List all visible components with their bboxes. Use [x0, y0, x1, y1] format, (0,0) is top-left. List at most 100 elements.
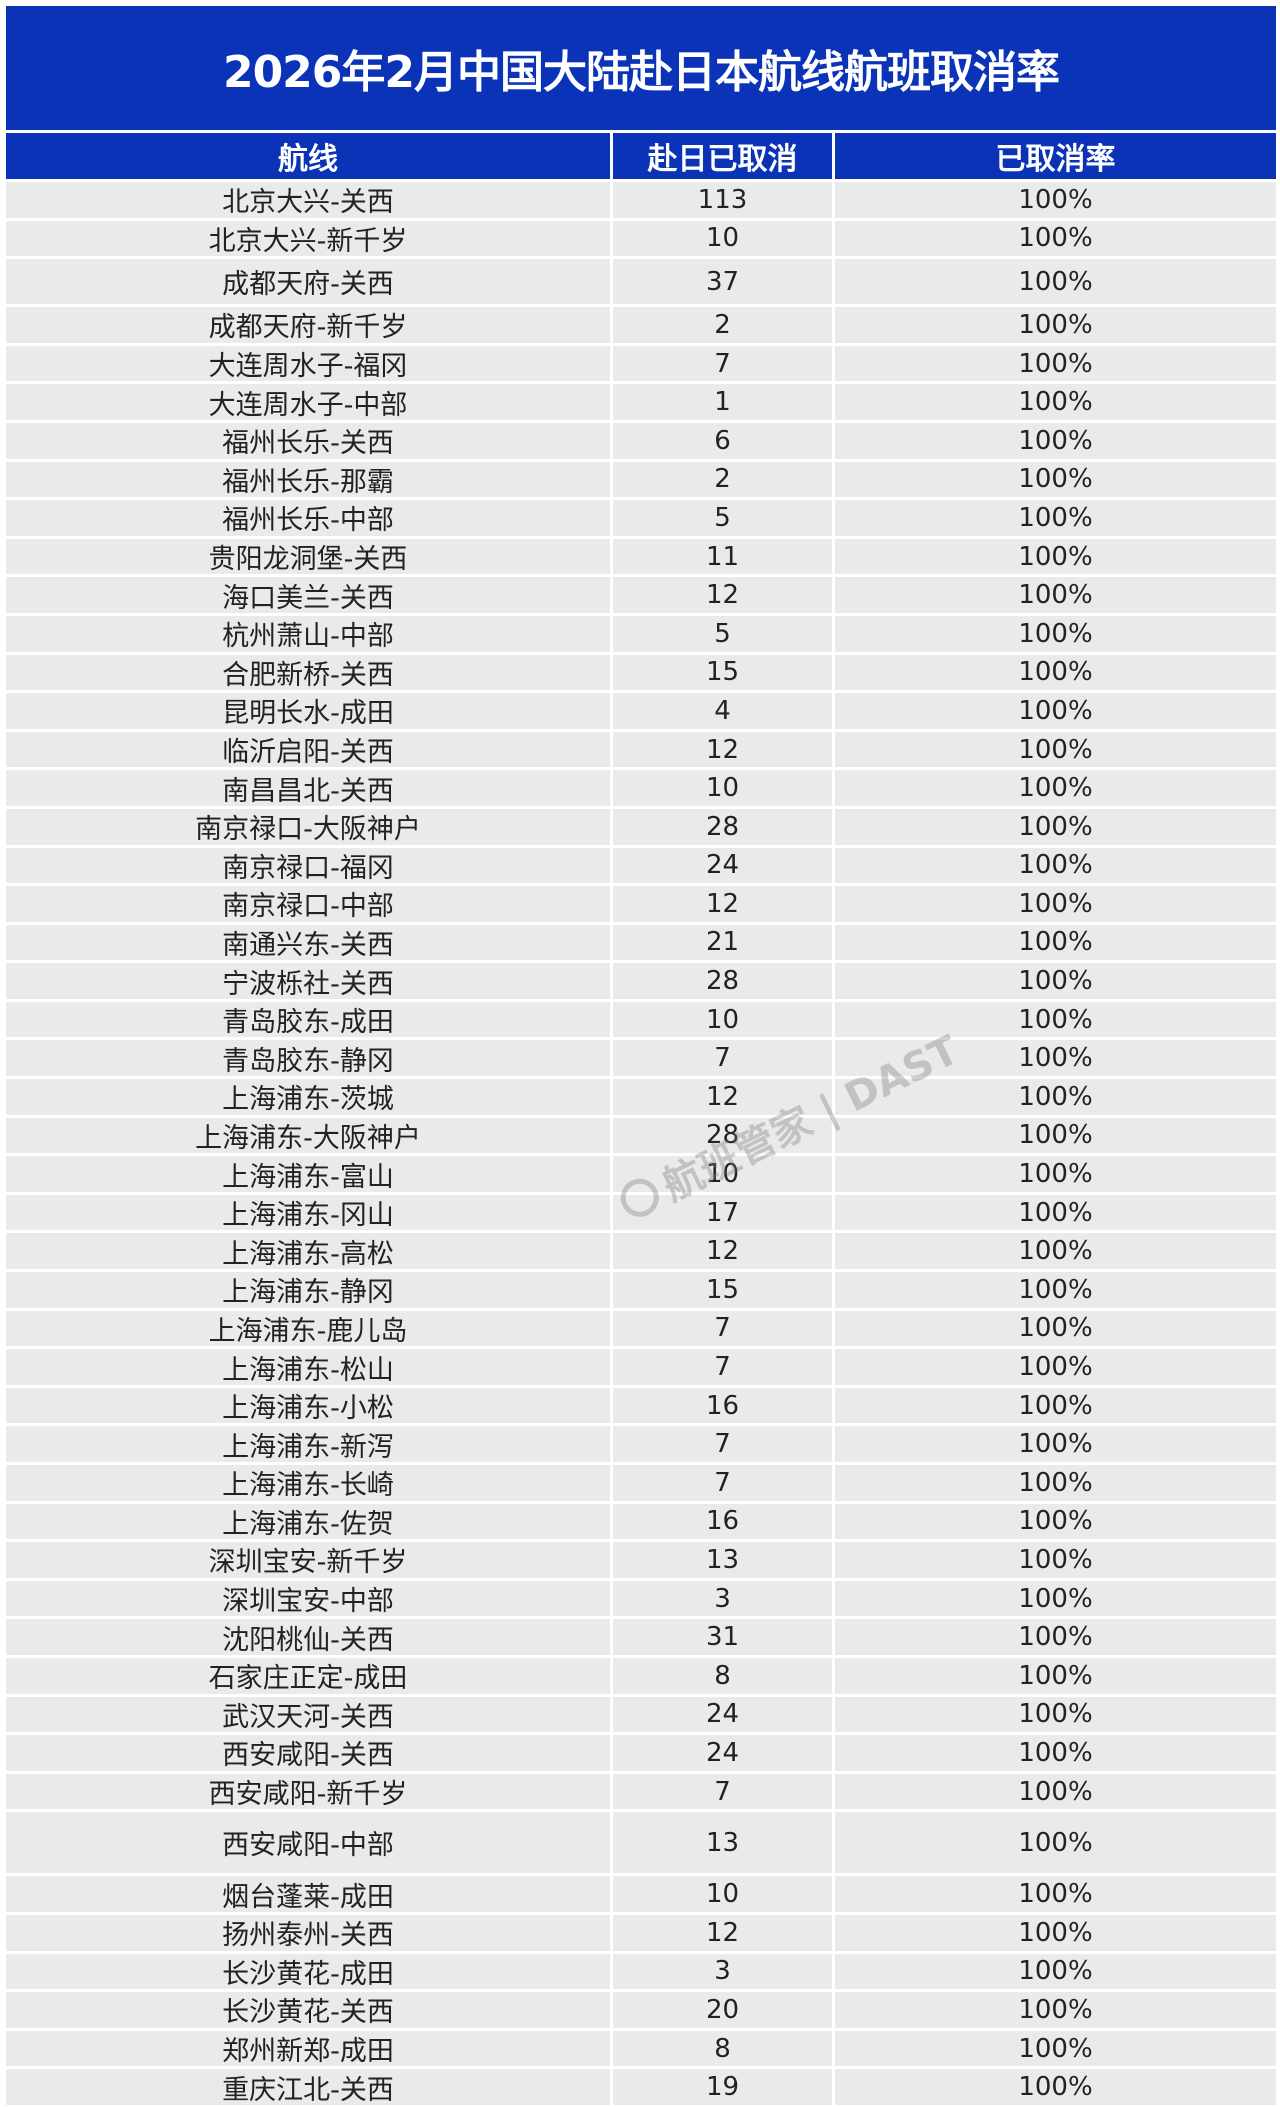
- cancelled-cell: 7: [613, 1773, 835, 1810]
- rate-cell: 100%: [1018, 1120, 1093, 1151]
- route-cell: 北京大兴-新千岁: [6, 220, 613, 257]
- table-row: 西安咸阳-新千岁 7 100%: [6, 1770, 1276, 1810]
- rate-cell: 100%: [1018, 1081, 1093, 1112]
- table-row: 宁波栎社-关西 28 100%: [6, 960, 1276, 1000]
- cancelled-cell: 2: [613, 461, 835, 498]
- rate-cell: 100%: [1018, 1390, 1093, 1421]
- cancelled-cell: 4: [613, 693, 835, 729]
- rate-cell: 100%: [1018, 1622, 1093, 1653]
- table-row: 福州长乐-那霸 2 100%: [6, 458, 1276, 498]
- cancelled-cell: 113: [613, 182, 835, 218]
- route-cell: 福州长乐-关西: [6, 422, 613, 459]
- table-row: 南昌昌北-关西 10 100%: [6, 767, 1276, 807]
- table-row: 上海浦东-冈山 17 100%: [6, 1191, 1276, 1231]
- table-row: 武汉天河-关西 24 100%: [6, 1693, 1276, 1733]
- table-title: 2026年2月中国大陆赴日本航线航班取消率: [6, 6, 1276, 130]
- rate-cell: 100%: [1018, 184, 1093, 215]
- cancelled-cell: 16: [613, 1387, 835, 1424]
- cancelled-cell: 12: [613, 731, 835, 768]
- rate-cell: 100%: [1018, 541, 1093, 572]
- rate-cell: 100%: [1018, 266, 1093, 297]
- cancelled-cell: 2: [613, 307, 835, 343]
- route-cell: 南京禄口-中部: [6, 886, 613, 922]
- cancelled-cell: 31: [613, 1619, 835, 1655]
- route-cell: 海口美兰-关西: [6, 577, 613, 614]
- table-row: 沈阳桃仙-关西 31 100%: [6, 1616, 1276, 1656]
- table-row: 海口美兰-关西 12 100%: [6, 574, 1276, 614]
- route-cell: 临沂启阳-关西: [6, 731, 613, 768]
- rate-cell: 100%: [1018, 1159, 1093, 1190]
- route-cell: 西安咸阳-关西: [6, 1735, 613, 1771]
- rate-cell: 100%: [1018, 387, 1093, 418]
- table-row: 南京禄口-大阪神户 28 100%: [6, 805, 1276, 845]
- route-cell: 武汉天河-关西: [6, 1696, 613, 1733]
- route-cell: 大连周水子-福冈: [6, 345, 613, 382]
- table-row: 北京大兴-关西 113 100%: [6, 179, 1276, 218]
- rate-cell: 100%: [1018, 1994, 1093, 2025]
- table-row: 深圳宝安-新千岁 13 100%: [6, 1539, 1276, 1578]
- table-row: 上海浦东-小松 16 100%: [6, 1384, 1276, 1424]
- rate-cell: 100%: [1018, 1917, 1093, 1948]
- rate-cell: 100%: [1018, 1313, 1093, 1344]
- rate-cell: 100%: [1018, 811, 1093, 842]
- rate-cell: 100%: [1018, 1352, 1093, 1383]
- cancellation-table: 2026年2月中国大陆赴日本航线航班取消率 航线 赴日已取消 已取消率 北京大兴…: [6, 6, 1276, 2106]
- cancelled-cell: 7: [613, 1310, 835, 1347]
- rate-cell: 100%: [1018, 1043, 1093, 1074]
- table-row: 青岛胶东-静冈 7 100%: [6, 1037, 1276, 1077]
- route-cell: 上海浦东-小松: [6, 1387, 613, 1424]
- table-row: 上海浦东-佐贺 16 100%: [6, 1500, 1276, 1540]
- rate-cell: 100%: [1018, 1583, 1093, 1614]
- cancelled-cell: 8: [613, 2030, 835, 2067]
- cancelled-cell: 5: [613, 615, 835, 652]
- rate-cell: 100%: [1018, 1429, 1093, 1460]
- table-row: 临沂启阳-关西 12 100%: [6, 728, 1276, 768]
- route-cell: 宁波栎社-关西: [6, 963, 613, 1000]
- table-body: 北京大兴-关西 113 100% 北京大兴-新千岁 10 100% 成都天府-关西 37 100…: [6, 179, 1276, 2106]
- cancelled-cell: 10: [613, 220, 835, 257]
- cancelled-cell: 16: [613, 1503, 835, 1540]
- cancelled-cell: 11: [613, 538, 835, 575]
- table-row: 长沙黄花-成田 3 100%: [6, 1950, 1276, 1990]
- header-rate: 已取消率: [995, 142, 1116, 177]
- rate-cell: 100%: [1018, 425, 1093, 456]
- table-row: 长沙黄花-关西 20 100%: [6, 1989, 1276, 2028]
- rate-cell: 100%: [1018, 1737, 1093, 1768]
- route-cell: 南京禄口-大阪神户: [6, 808, 613, 845]
- table-row: 北京大兴-新千岁 10 100%: [6, 217, 1276, 257]
- route-cell: 上海浦东-静冈: [6, 1272, 613, 1308]
- rate-cell: 100%: [1018, 927, 1093, 958]
- cancelled-cell: 12: [613, 577, 835, 613]
- route-cell: 重庆江北-关西: [6, 2069, 613, 2106]
- rate-cell: 100%: [1018, 1236, 1093, 1267]
- table-row: 上海浦东-松山 7 100%: [6, 1346, 1276, 1386]
- route-cell: 福州长乐-中部: [6, 500, 613, 536]
- table-row: 重庆江北-关西 19 100%: [6, 2066, 1276, 2106]
- table-row: 上海浦东-长崎 7 100%: [6, 1462, 1276, 1501]
- rate-cell: 100%: [1018, 580, 1093, 611]
- rate-cell: 100%: [1018, 773, 1093, 804]
- table-row: 上海浦东-高松 12 100%: [6, 1230, 1276, 1270]
- rate-cell: 100%: [1018, 1776, 1093, 1807]
- route-cell: 上海浦东-鹿儿岛: [6, 1310, 613, 1347]
- cancelled-cell: 13: [613, 1812, 835, 1874]
- rate-cell: 100%: [1018, 1660, 1093, 1691]
- cancelled-cell: 13: [613, 1542, 835, 1578]
- route-cell: 上海浦东-长崎: [6, 1465, 613, 1501]
- cancelled-cell: 3: [613, 1580, 835, 1617]
- route-cell: 烟台蓬莱-成田: [6, 1876, 613, 1913]
- cancelled-cell: 12: [613, 1233, 835, 1270]
- rate-cell: 100%: [1018, 657, 1093, 688]
- table-row: 福州长乐-关西 6 100%: [6, 419, 1276, 459]
- table-row: 西安咸阳-中部 13 100%: [6, 1809, 1276, 1874]
- rate-cell: 100%: [1018, 1544, 1093, 1575]
- rate-cell: 100%: [1018, 1274, 1093, 1305]
- route-cell: 石家庄正定-成田: [6, 1657, 613, 1694]
- table-row: 上海浦东-茨城 12 100%: [6, 1076, 1276, 1115]
- route-cell: 福州长乐-那霸: [6, 461, 613, 498]
- cancelled-cell: 15: [613, 654, 835, 691]
- cancelled-cell: 7: [613, 1465, 835, 1501]
- cancelled-cell: 21: [613, 924, 835, 961]
- rate-cell: 100%: [1018, 850, 1093, 881]
- table-row: 深圳宝安-中部 3 100%: [6, 1577, 1276, 1617]
